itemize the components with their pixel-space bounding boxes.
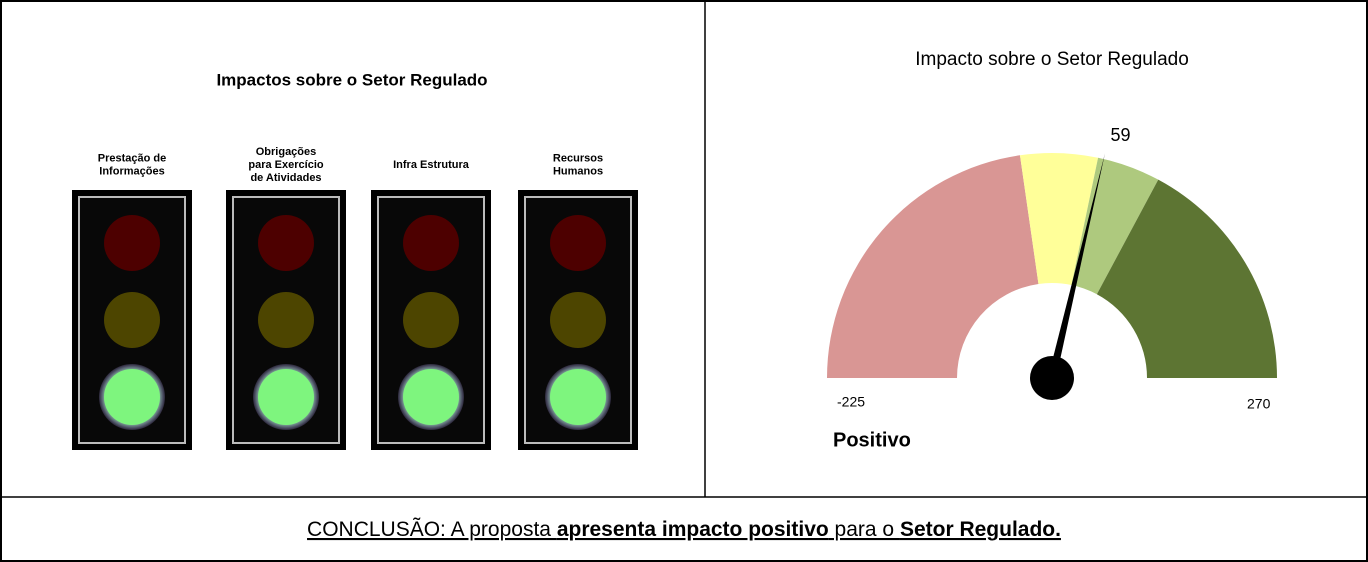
gauge-min: -225 — [837, 394, 865, 410]
light-green — [550, 369, 606, 425]
gauge-value: 59 — [1111, 125, 1131, 145]
gauge-status: Positivo — [833, 429, 911, 451]
light-yellow — [258, 292, 314, 348]
gauge-band — [1071, 157, 1159, 295]
light-red — [258, 215, 314, 271]
light-label: para Exercício — [248, 159, 323, 171]
light-label: Informações — [99, 165, 164, 177]
light-yellow — [104, 292, 160, 348]
gauge-max: 270 — [1247, 396, 1271, 412]
conclusion-part: para o — [829, 518, 900, 541]
light-green — [258, 369, 314, 425]
light-yellow — [550, 292, 606, 348]
conclusion: CONCLUSÃO: A proposta apresenta impacto … — [307, 517, 1061, 541]
light-red — [403, 215, 459, 271]
light-green — [104, 369, 160, 425]
light-label: Recursos — [553, 152, 603, 164]
conclusion-part: apresenta impacto positivo — [557, 518, 829, 541]
light-label: Humanos — [553, 165, 603, 177]
conclusion-part: Setor Regulado. — [900, 518, 1061, 541]
light-red — [550, 215, 606, 271]
light-label: de Atividades — [250, 172, 321, 184]
gauge-title: Impacto sobre o Setor Regulado — [915, 49, 1189, 70]
gauge-band — [1096, 179, 1277, 378]
conclusion-part: CONCLUSÃO: A proposta — [307, 517, 557, 541]
needle-hub — [1030, 356, 1074, 400]
light-green — [403, 369, 459, 425]
gauge-band — [1019, 153, 1099, 286]
left-title: Impactos sobre o Setor Regulado — [216, 70, 487, 89]
light-label: Prestação de — [98, 152, 166, 164]
light-red — [104, 215, 160, 271]
light-yellow — [403, 292, 459, 348]
gauge-needle — [1048, 153, 1106, 379]
light-label: Obrigações — [256, 146, 317, 158]
light-label: Infra Estrutura — [393, 159, 470, 171]
gauge-band — [827, 155, 1039, 378]
